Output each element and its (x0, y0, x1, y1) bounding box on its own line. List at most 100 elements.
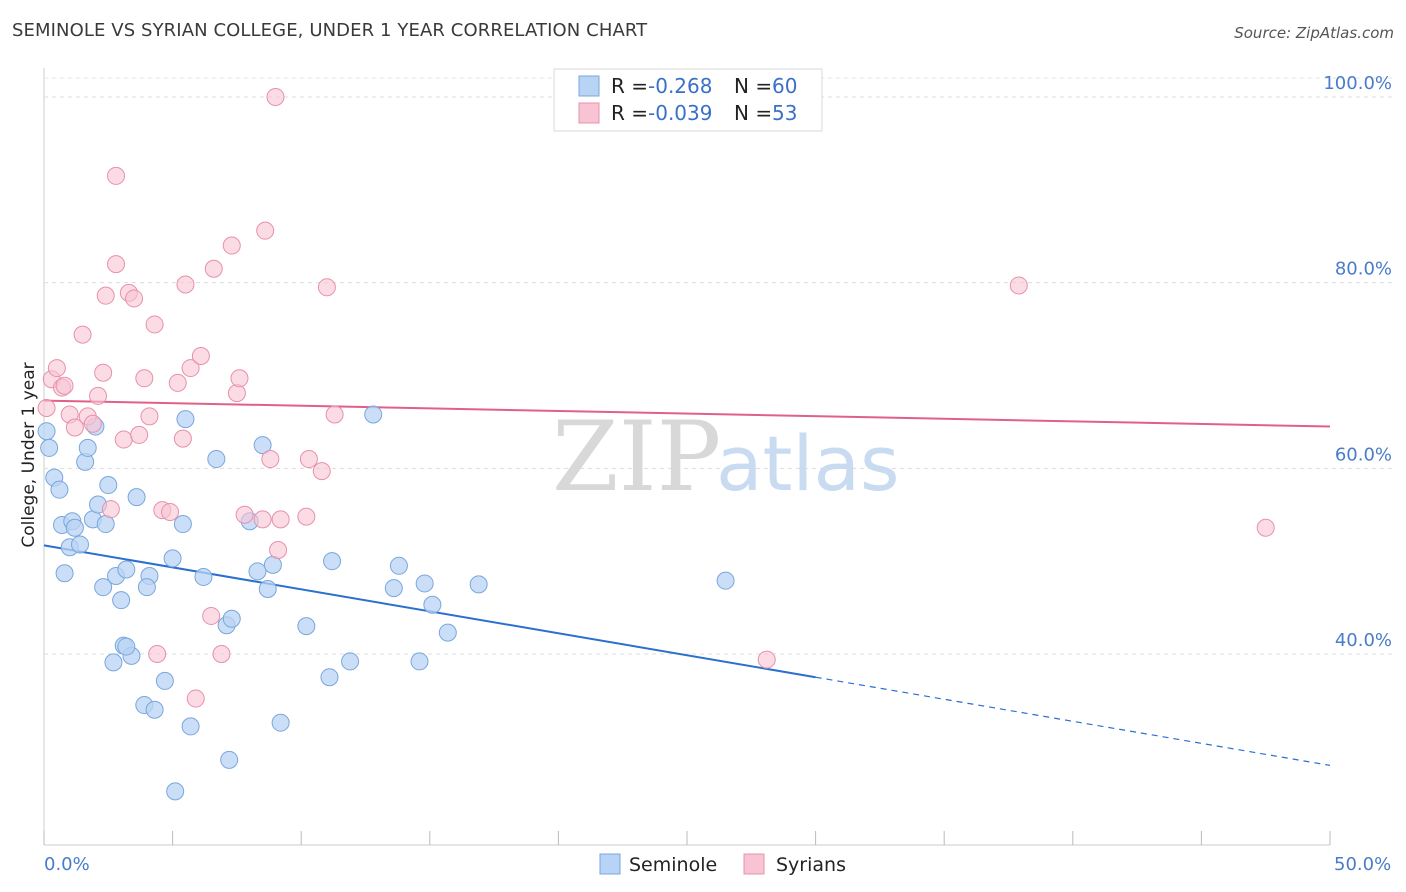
seminole-point (155, 671, 174, 690)
syrian-point (176, 275, 195, 294)
syrian-point (130, 425, 149, 444)
syrian-point (107, 255, 126, 274)
seminole-point (341, 652, 360, 671)
syrian-point (235, 505, 254, 524)
stats-legend: R = -0.268 N = 60 R = -0.039 N = 53 (553, 68, 823, 132)
chart-title: SEMINOLE VS SYRIAN COLLEGE, UNDER 1 YEAR… (12, 20, 648, 41)
seminole-point (320, 668, 339, 687)
syrian-point (101, 500, 120, 519)
seminole-point (423, 595, 442, 614)
syrian-trend-line (43, 399, 1331, 428)
syrian-point (261, 450, 280, 469)
seminole-point (297, 617, 316, 636)
seminole-point (176, 410, 195, 429)
seminole-point (65, 518, 84, 537)
seminole-point (173, 515, 192, 534)
syrian-point (256, 221, 275, 240)
syrian-point (1009, 276, 1028, 295)
y-tick-label: 80.0% (1335, 259, 1392, 280)
seminole-point (71, 535, 90, 554)
y-tick-label: 100.0% (1323, 73, 1392, 94)
legend-n-label-seminole: N = (734, 74, 772, 98)
syrian-point (227, 384, 246, 403)
bottom-legend-swatch-seminole (599, 853, 621, 875)
seminole-point (384, 579, 403, 598)
y-tick-label: 40.0% (1335, 630, 1392, 651)
x-tick-label-min: 0.0% (44, 854, 90, 875)
syrian-point (299, 450, 318, 469)
syrian-point (230, 369, 249, 388)
seminole-trend-extension (815, 676, 1331, 766)
bottom-legend-swatch-syrian (743, 853, 765, 875)
watermark-zip: ZIP (552, 401, 721, 513)
seminole-point (166, 782, 185, 801)
seminole-point (323, 552, 342, 571)
syrian-point (191, 347, 210, 366)
syrian-point (212, 645, 231, 663)
seminole-point (112, 591, 131, 610)
y-axis-tick-labels: 40.0% 60.0% 80.0% 100.0% (1323, 73, 1392, 651)
syrian-point (55, 376, 74, 395)
syrian-point (312, 462, 331, 481)
seminole-point (716, 571, 735, 590)
syrian-point (168, 373, 187, 392)
seminole-point (117, 637, 136, 656)
legend-n-value-seminole: 60 (772, 74, 797, 98)
seminole-point (253, 436, 272, 455)
syrian-point (1256, 518, 1275, 537)
seminole-point (364, 405, 383, 424)
syrian-point (83, 414, 102, 433)
seminole-point (181, 717, 200, 736)
bottom-legend-label-seminole: Seminole (629, 854, 717, 876)
source-label: Source: ZipAtlas.com (1234, 24, 1394, 42)
syrian-point (173, 429, 192, 448)
syrian-point (96, 286, 115, 305)
seminole-point (127, 488, 146, 507)
syrian-point (222, 236, 241, 255)
syrian-point (135, 369, 154, 388)
syrian-point (140, 407, 159, 426)
seminole-point (50, 480, 69, 499)
seminole-point (104, 653, 123, 672)
syrian-point (271, 510, 290, 529)
syrian-point (114, 430, 133, 449)
seminole-point (222, 609, 241, 628)
seminole-point (94, 578, 113, 597)
seminole-point (99, 476, 118, 495)
seminole-point (410, 652, 429, 671)
seminole-point (438, 623, 457, 642)
seminole-point (220, 750, 239, 769)
seminole-point (415, 574, 434, 593)
syrian-point (297, 507, 316, 526)
y-axis-label: College, Under 1 year (19, 362, 39, 547)
syrian-point (94, 363, 113, 382)
syrian-point (148, 645, 167, 663)
seminole-point (37, 422, 56, 441)
seminole-point (389, 556, 408, 575)
seminole-point (137, 578, 156, 597)
seminole-point (145, 700, 164, 719)
legend-n-value-syrian: 53 (772, 101, 797, 125)
syrian-point (253, 510, 272, 529)
syrian-point (202, 606, 221, 625)
seminole-point (55, 564, 74, 583)
syrian-point (47, 359, 66, 378)
syrian-point (107, 166, 126, 185)
seminole-point (469, 575, 488, 594)
legend-r-value-seminole: -0.268 (648, 74, 712, 98)
syrian-point (37, 398, 56, 417)
legend-n-label-syrian: N = (734, 101, 772, 125)
legend-swatch-seminole (578, 75, 600, 97)
seminole-point (78, 438, 97, 457)
syrian-point (65, 418, 84, 437)
legend-r-value-syrian: -0.039 (648, 101, 712, 125)
syrian-point (186, 689, 205, 708)
syrian-point (89, 386, 108, 405)
legend-r-label-syrian: R = (611, 101, 648, 125)
seminole-point (163, 549, 182, 568)
series-legend: Seminole Syrians (599, 853, 846, 876)
syrian-point (204, 259, 223, 278)
syrian-point (145, 315, 164, 334)
legend-swatch-syrian (578, 102, 600, 124)
syrian-point (266, 88, 285, 106)
